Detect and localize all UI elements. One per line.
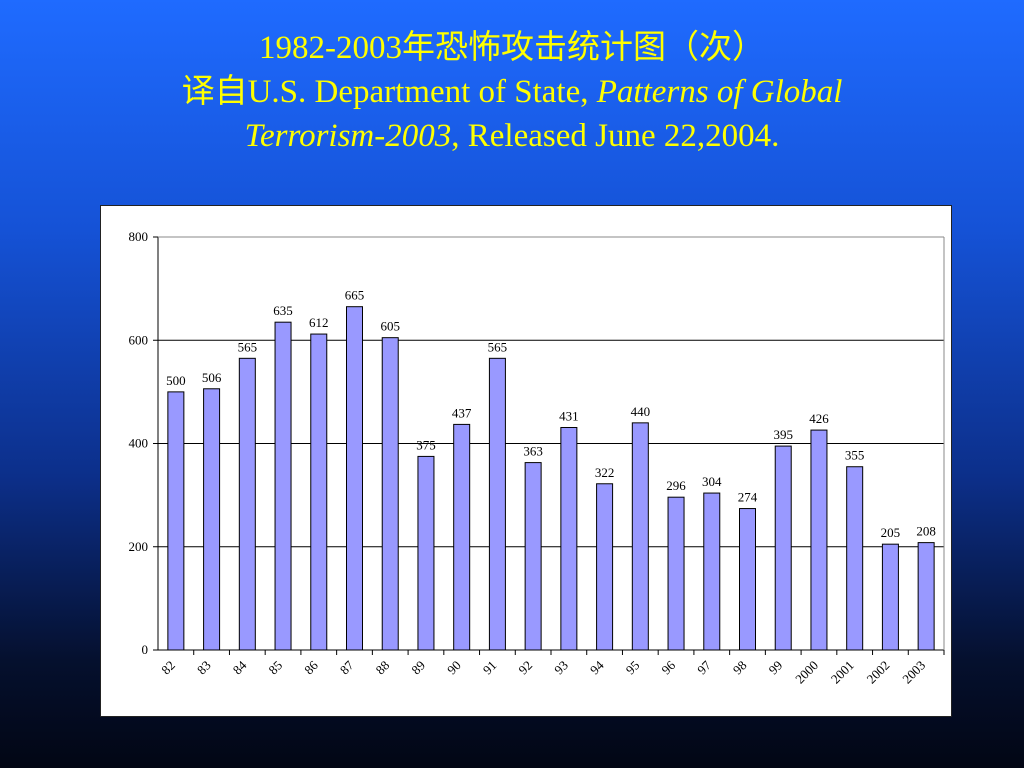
data-label: 565 — [238, 339, 258, 354]
bar — [238, 357, 256, 651]
y-tick-label: 600 — [129, 332, 149, 347]
title-line-3-italic: Terrorism-2003 — [244, 118, 452, 154]
data-label: 322 — [595, 465, 615, 480]
data-label: 437 — [452, 405, 472, 420]
y-tick-label: 800 — [129, 229, 149, 244]
data-label: 296 — [666, 478, 686, 493]
data-label: 605 — [380, 319, 400, 334]
data-label: 395 — [773, 427, 793, 442]
data-label: 665 — [345, 288, 365, 303]
data-label: 274 — [738, 490, 758, 505]
x-tick-label: 87 — [337, 657, 357, 677]
bar — [203, 388, 221, 651]
data-label: 612 — [309, 315, 329, 330]
bar — [703, 492, 721, 651]
bar — [667, 496, 685, 651]
x-tick-label: 2001 — [828, 658, 857, 687]
slide-title: 1982-2003年恐怖攻击统计图（次） 译自U.S. Department o… — [20, 26, 1004, 158]
bar — [631, 422, 649, 651]
x-tick-label: 92 — [515, 658, 535, 678]
data-label: 635 — [273, 303, 293, 318]
x-tick-label: 96 — [658, 657, 678, 677]
x-tick-label: 2003 — [899, 658, 928, 687]
x-tick-label: 86 — [301, 657, 321, 677]
bar — [381, 337, 399, 651]
y-tick-label: 200 — [129, 539, 149, 554]
bar — [810, 429, 828, 651]
title-line-3: Terrorism-2003, Released June 22,2004. — [20, 114, 1004, 158]
data-label: 426 — [809, 411, 829, 426]
bar — [881, 543, 899, 651]
x-tick-label: 2002 — [864, 658, 893, 687]
bar — [846, 466, 864, 651]
x-tick-label: 84 — [230, 657, 250, 677]
data-label: 431 — [559, 408, 579, 423]
title-line-2-prefix: 译自U.S. Department of State, — [181, 74, 597, 110]
x-tick-label: 85 — [265, 658, 285, 678]
bar — [560, 426, 578, 651]
bar — [774, 445, 792, 651]
data-label: 500 — [166, 373, 186, 388]
bar — [488, 357, 506, 651]
bar — [167, 391, 185, 651]
data-label: 205 — [881, 525, 901, 540]
x-tick-label: 2000 — [792, 658, 821, 687]
title-line-1: 1982-2003年恐怖攻击统计图（次） — [259, 30, 765, 66]
x-tick-label: 83 — [194, 658, 214, 678]
bar — [346, 306, 363, 651]
data-label: 506 — [202, 370, 222, 385]
data-label: 375 — [416, 437, 436, 452]
y-tick-label: 400 — [129, 436, 149, 451]
x-tick-label: 88 — [373, 658, 393, 678]
bar — [596, 483, 614, 651]
data-label: 355 — [845, 448, 865, 463]
x-tick-label: 93 — [551, 658, 571, 678]
bar-chart: 0 200 400 600 800 500 82 506 83 565 84 635 85 612 86 66… — [129, 229, 945, 687]
x-tick-label: 95 — [623, 658, 643, 678]
title-line-2-italic: Patterns of Global — [596, 74, 843, 110]
x-tick-label: 90 — [444, 658, 464, 678]
bar — [417, 455, 435, 651]
bar — [739, 508, 756, 651]
x-tick-label: 82 — [158, 658, 178, 678]
title-line-2: 译自U.S. Department of State, Patterns of … — [20, 70, 1004, 114]
data-label: 565 — [488, 339, 508, 354]
y-tick-label: 0 — [142, 642, 149, 657]
x-tick-label: 94 — [587, 657, 607, 677]
bar — [524, 462, 542, 651]
data-label: 208 — [916, 524, 936, 539]
x-tick-label: 98 — [730, 658, 750, 678]
x-tick-label: 89 — [408, 658, 428, 678]
data-label: 440 — [631, 404, 651, 419]
data-label: 363 — [523, 444, 543, 459]
chart-panel: 0 200 400 600 800 500 82 506 83 565 84 635 85 612 86 66… — [100, 205, 952, 717]
x-tick-label: 91 — [480, 658, 500, 678]
bar — [453, 423, 471, 651]
bar — [917, 542, 935, 651]
x-tick-label: 97 — [694, 657, 714, 677]
bar — [310, 333, 328, 651]
bar — [274, 321, 292, 651]
title-line-3-suffix: , Released June 22,2004. — [451, 118, 780, 154]
x-tick-label: 99 — [766, 658, 786, 678]
data-label: 304 — [702, 474, 722, 489]
